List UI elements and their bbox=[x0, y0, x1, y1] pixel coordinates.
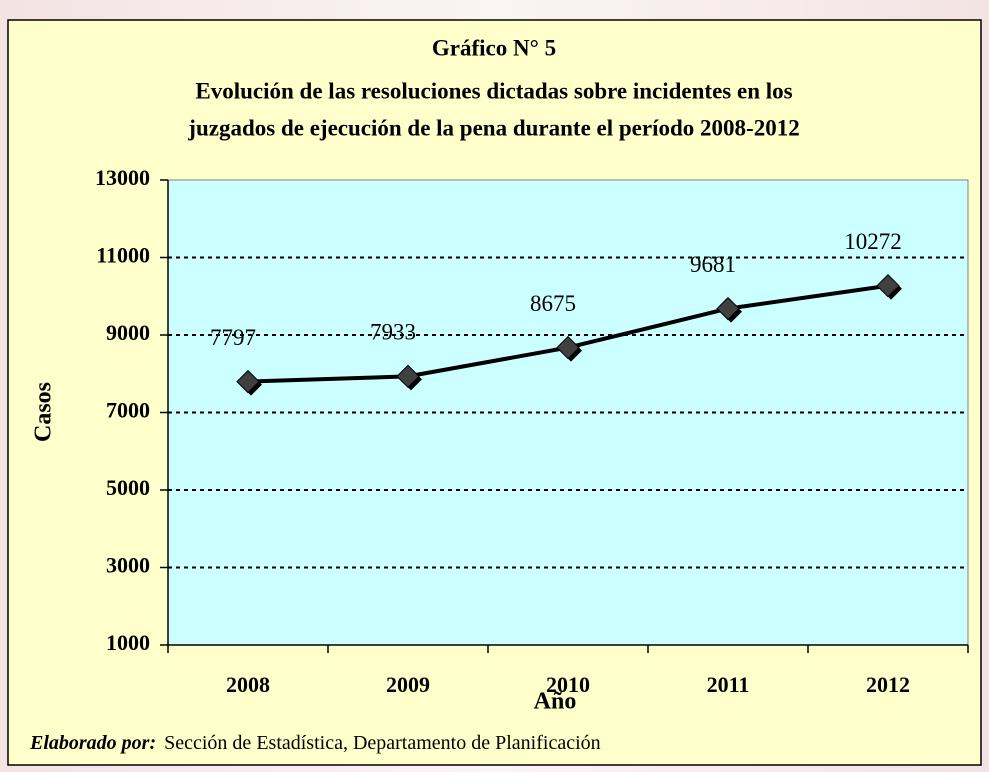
footer-label: Elaborado por: bbox=[29, 732, 156, 754]
chart-title: Evolución de las resoluciones dictadas s… bbox=[195, 78, 792, 103]
marker bbox=[716, 296, 740, 321]
marker bbox=[556, 335, 580, 360]
y-tick-label: 9000 bbox=[106, 320, 150, 345]
y-tick-label: 7000 bbox=[106, 398, 150, 423]
data-label: 10272 bbox=[844, 229, 902, 254]
footer-text: Sección de Estadística, Departamento de … bbox=[164, 732, 601, 754]
y-tick-label: 11000 bbox=[96, 243, 150, 268]
data-label: 8675 bbox=[530, 291, 576, 316]
marker bbox=[876, 274, 900, 298]
chart-title: juzgados de ejecución de la pena durante… bbox=[187, 115, 799, 140]
x-tick-label: 2009 bbox=[386, 672, 430, 697]
x-tick-label: 2011 bbox=[707, 672, 750, 697]
footer: Elaborado por: Sección de Estadística, De… bbox=[29, 732, 601, 754]
y-tick-label: 5000 bbox=[106, 475, 150, 500]
x-tick-label: 2008 bbox=[226, 672, 270, 697]
y-tick-label: 1000 bbox=[106, 630, 150, 655]
y-tick-label: 13000 bbox=[95, 165, 150, 190]
y-axis-label: Casos bbox=[31, 382, 57, 442]
x-tick-label: 2012 bbox=[866, 672, 910, 697]
x-tick-label: 2010 bbox=[546, 672, 590, 697]
x-axis-label: Año bbox=[534, 689, 577, 715]
marker bbox=[396, 364, 420, 389]
data-label: 7933 bbox=[370, 320, 416, 345]
marker bbox=[236, 369, 260, 394]
y-tick-label: 3000 bbox=[106, 553, 150, 578]
data-label: 9681 bbox=[690, 252, 736, 277]
chart-title: Gráfico N° 5 bbox=[432, 35, 556, 60]
data-label: 7797 bbox=[210, 325, 256, 350]
